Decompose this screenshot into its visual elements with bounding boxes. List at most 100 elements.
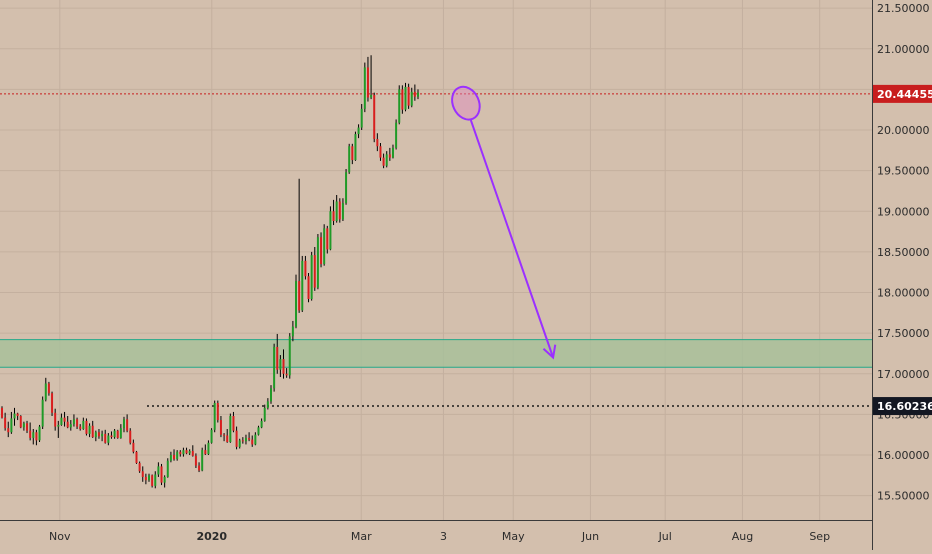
candle-body [345,172,348,204]
highlight-ellipse[interactable] [447,82,485,124]
candle-body [326,228,329,250]
candle-body [398,89,401,123]
candle-body [238,440,241,447]
y-tick-label: 15.50000 [877,490,930,503]
candle-body [76,419,79,427]
candle-body [88,425,91,434]
candle-body [366,67,369,98]
candle-body [266,401,269,408]
candle-body [35,432,38,441]
candle-body [16,413,19,416]
y-tick-label: 18.50000 [877,246,930,259]
candle-body [29,430,32,438]
candle-body [198,465,201,471]
candle-body [323,228,326,265]
candle-body [232,416,235,431]
candle-body [291,326,294,337]
grid-layer [0,0,872,520]
candle-body [229,416,232,442]
current-price-label-bg [873,84,932,103]
support-zone-layer [0,339,872,368]
candle-body [94,432,97,438]
candle-body [194,455,197,466]
candle-body [241,440,244,442]
candle-body [391,147,394,158]
candle-body [207,442,210,455]
candle-body [151,475,154,486]
candle-body [182,450,185,455]
candle-body [188,450,191,454]
candle-body [385,154,388,166]
candle-body [110,435,113,438]
y-tick-label: 19.50000 [877,165,930,178]
candle-body [22,423,25,428]
candle-body [69,424,72,428]
candle-body [113,430,116,438]
candle-body [57,424,60,427]
candle-body [298,281,301,311]
candle-body [316,237,319,288]
candle-body [285,373,288,376]
candle-body [219,420,222,435]
candle-body [329,211,332,250]
candle-body [148,475,151,481]
projection-arrow-line[interactable] [469,119,555,358]
candle-body [201,450,204,471]
candle-body [119,428,122,438]
candle-body [44,383,47,400]
y-tick-label: 18.00000 [877,287,930,300]
candle-body [354,134,357,161]
candle-body [257,427,260,435]
candle-body [79,426,82,429]
candle-body [104,433,107,443]
support-zone [0,339,872,368]
candle-body [210,429,213,443]
candle-body [179,451,182,455]
candle-body [288,336,291,376]
candle-body [135,451,138,464]
candle-body [370,95,373,98]
candle-body [54,412,57,427]
candle-body [163,476,166,483]
x-tick-label: Jul [658,530,672,543]
candle-body [166,460,169,477]
candle-body [351,146,354,161]
candle-body [66,421,69,428]
candle-body [313,255,316,288]
candle-body [107,435,110,443]
candle-body [213,403,216,430]
candle-body [4,417,7,429]
candle-body [97,432,100,437]
candle-body [269,388,272,402]
candle-body [260,420,263,428]
candle-body [157,466,160,475]
projection-arrow-head[interactable] [542,344,557,360]
y-tick-label: 20.00000 [877,124,930,137]
candle-body [226,435,229,442]
candle-body [51,393,54,413]
y-tick-label: 17.00000 [877,368,930,381]
candle-body [38,426,41,441]
candle-body [254,434,257,445]
candle-body [304,260,307,277]
candle-body [363,67,366,109]
candle-body [320,237,323,265]
y-tick-label: 17.50000 [877,327,930,340]
y-tick-label: 21.50000 [877,2,930,15]
annotation-layer[interactable] [447,82,557,360]
x-tick-label: 2020 [196,530,227,543]
candle-body [122,419,125,429]
candle-body [417,92,419,97]
candle-body [295,281,298,327]
candle-body [235,430,238,447]
x-tick-label: 3 [440,530,447,543]
current-price-label: 20.44455 [877,88,932,101]
candle-body [404,86,407,110]
y-tick-label: 19.00000 [877,205,930,218]
y-tick-label: 16.00000 [877,449,930,462]
candle-body [185,450,188,454]
candle-body [276,346,279,370]
x-tick-label: Nov [49,530,71,543]
